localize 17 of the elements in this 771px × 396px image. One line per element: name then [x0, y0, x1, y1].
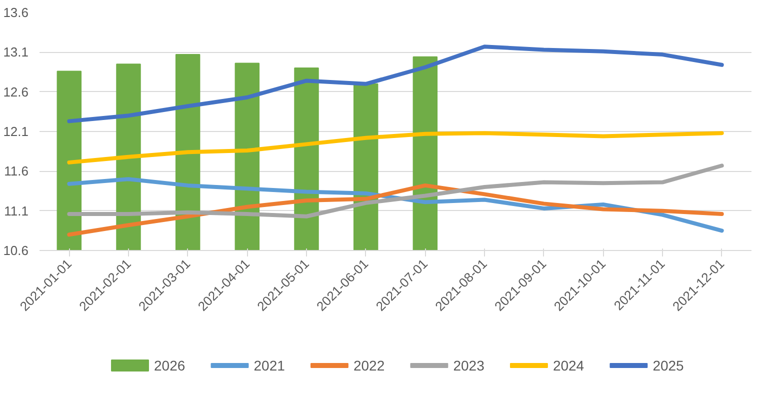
y-tick-label: 11.1	[4, 203, 29, 218]
legend-label: 2024	[552, 358, 584, 374]
legend-label: 2025	[652, 358, 684, 374]
line-series	[67, 183, 724, 237]
y-tick-label: 11.6	[4, 164, 29, 179]
legend-label: 2023	[453, 358, 485, 374]
line-series	[67, 131, 724, 164]
y-tick-label: 13.1	[3, 44, 29, 60]
y-tick-label: 10.6	[3, 243, 29, 258]
legend-label: 2022	[353, 358, 385, 374]
y-tick-label: 12.1	[3, 124, 29, 139]
line-series	[67, 44, 724, 124]
line-series	[67, 164, 724, 218]
legend-label: 2021	[254, 358, 286, 374]
y-tick-label: 12.6	[3, 84, 29, 100]
y-tick-label: 13.6	[3, 5, 29, 20]
legend-label: 2026	[154, 358, 186, 374]
